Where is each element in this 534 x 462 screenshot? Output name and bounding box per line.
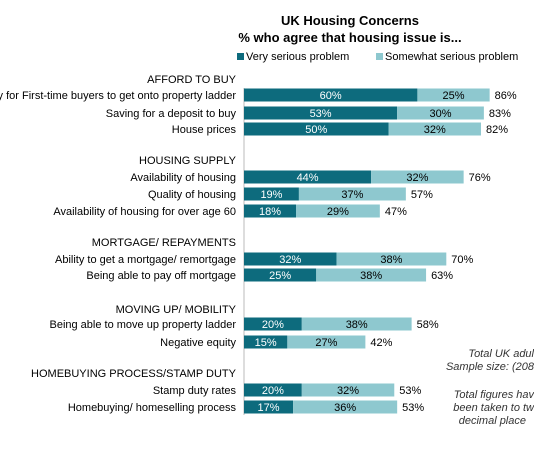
sample-note-line-2: Sample size: (208 bbox=[445, 361, 534, 373]
row-label-g3-r1: Negative equity bbox=[160, 337, 236, 349]
rounding-note-line-1: Total figures hav bbox=[453, 389, 534, 401]
row-label-g3-r0: Being able to move up property ladder bbox=[49, 319, 236, 331]
bar-very-serious-g3-r0 bbox=[244, 317, 302, 331]
bar-somewhat-serious-g3-r1 bbox=[287, 335, 366, 349]
bar-very-serious-g4-r0 bbox=[244, 383, 302, 397]
bar-label-very-serious-g4-r0: 20% bbox=[262, 385, 284, 397]
bar-somewhat-serious-g1-r1 bbox=[298, 187, 406, 201]
bar-label-somewhat-serious-g0-r1: 30% bbox=[430, 108, 452, 120]
bar-label-somewhat-serious-g2-r0: 38% bbox=[380, 254, 402, 266]
total-label-g4-r1: 53% bbox=[402, 402, 424, 414]
row-label-g0-r0: Ability for First-time buyers to get ont… bbox=[0, 90, 236, 102]
bar-very-serious-g0-r0 bbox=[244, 88, 418, 102]
sample-note-line-1: Total UK adul bbox=[468, 348, 534, 360]
row-label-g1-r1: Quality of housing bbox=[148, 189, 236, 201]
bar-somewhat-serious-g0-r1 bbox=[397, 106, 484, 120]
bar-very-serious-g0-r2 bbox=[244, 122, 389, 136]
total-label-g3-r0: 58% bbox=[417, 319, 439, 331]
bar-label-very-serious-g1-r2: 18% bbox=[259, 206, 281, 218]
legend-label-somewhat-serious: Somewhat serious problem bbox=[385, 51, 518, 63]
bar-somewhat-serious-g3-r0 bbox=[301, 317, 412, 331]
bar-somewhat-serious-g4-r0 bbox=[301, 383, 395, 397]
legend-swatch-somewhat-serious bbox=[376, 53, 383, 60]
legend-swatch-very-serious bbox=[237, 53, 244, 60]
bar-label-somewhat-serious-g4-r1: 36% bbox=[334, 402, 356, 414]
bar-very-serious-g4-r1 bbox=[244, 400, 294, 414]
row-label-g0-r1: Saving for a deposit to buy bbox=[106, 108, 237, 120]
bar-somewhat-serious-g2-r1 bbox=[316, 268, 427, 282]
group-header-moving-up-mobility: MOVING UP/ MOBILITY bbox=[116, 304, 237, 316]
rounding-note-line-2: been taken to tw bbox=[453, 402, 534, 414]
bar-label-very-serious-g4-r1: 17% bbox=[258, 402, 280, 414]
bar-very-serious-g1-r1 bbox=[244, 187, 299, 201]
total-label-g0-r1: 83% bbox=[489, 108, 511, 120]
legend-label-very-serious: Very serious problem bbox=[246, 51, 349, 63]
group-header-housing-supply: HOUSING SUPPLY bbox=[139, 155, 237, 167]
bar-label-somewhat-serious-g2-r1: 38% bbox=[360, 270, 382, 282]
bar-somewhat-serious-g2-r0 bbox=[336, 252, 447, 266]
total-label-g1-r2: 47% bbox=[385, 206, 407, 218]
bar-label-very-serious-g2-r1: 25% bbox=[269, 270, 291, 282]
bar-very-serious-g3-r1 bbox=[244, 335, 288, 349]
bar-label-very-serious-g1-r1: 19% bbox=[260, 189, 282, 201]
bar-label-very-serious-g2-r0: 32% bbox=[279, 254, 301, 266]
bar-label-somewhat-serious-g3-r0: 38% bbox=[346, 319, 368, 331]
bar-somewhat-serious-g0-r2 bbox=[388, 122, 481, 136]
chart-subtitle: % who agree that housing issue is... bbox=[238, 30, 461, 45]
total-label-g2-r0: 70% bbox=[451, 254, 473, 266]
bar-label-somewhat-serious-g1-r2: 29% bbox=[327, 206, 349, 218]
bar-label-very-serious-g0-r0: 60% bbox=[320, 90, 342, 102]
total-label-g0-r0: 86% bbox=[495, 90, 517, 102]
total-label-g3-r1: 42% bbox=[370, 337, 392, 349]
bar-label-somewhat-serious-g3-r1: 27% bbox=[315, 337, 337, 349]
bar-label-somewhat-serious-g0-r0: 25% bbox=[443, 90, 465, 102]
bar-somewhat-serious-g0-r0 bbox=[417, 88, 490, 102]
group-header-mortgage-repayments: MORTGAGE/ REPAYMENTS bbox=[92, 237, 236, 249]
bar-somewhat-serious-g1-r0 bbox=[371, 170, 464, 184]
total-label-g1-r1: 57% bbox=[411, 189, 433, 201]
rounding-note-line-3: decimal place bbox=[458, 415, 526, 427]
bar-label-very-serious-g0-r2: 50% bbox=[305, 124, 327, 136]
chart-title: UK Housing Concerns bbox=[281, 13, 419, 28]
bar-very-serious-g1-r0 bbox=[244, 170, 372, 184]
bar-somewhat-serious-g4-r1 bbox=[293, 400, 398, 414]
row-label-g2-r1: Being able to pay off mortgage bbox=[86, 270, 236, 282]
bar-label-somewhat-serious-g1-r1: 37% bbox=[341, 189, 363, 201]
total-label-g1-r0: 76% bbox=[469, 172, 491, 184]
bar-label-very-serious-g0-r1: 53% bbox=[310, 108, 332, 120]
bar-very-serious-g2-r0 bbox=[244, 252, 337, 266]
bar-label-somewhat-serious-g1-r0: 32% bbox=[406, 172, 428, 184]
bar-very-serious-g1-r2 bbox=[244, 204, 297, 218]
row-label-g1-r0: Availability of housing bbox=[130, 172, 236, 184]
bar-label-very-serious-g1-r0: 44% bbox=[297, 172, 319, 184]
row-label-g4-r0: Stamp duty rates bbox=[153, 385, 237, 397]
bar-very-serious-g2-r1 bbox=[244, 268, 317, 282]
row-label-g0-r2: House prices bbox=[172, 124, 237, 136]
row-label-g4-r1: Homebuying/ homeselling process bbox=[68, 402, 237, 414]
total-label-g4-r0: 53% bbox=[399, 385, 421, 397]
row-label-g2-r0: Ability to get a mortgage/ remortgage bbox=[55, 254, 236, 266]
row-label-g1-r2: Availability of housing for over age 60 bbox=[53, 206, 236, 218]
total-label-g0-r2: 82% bbox=[486, 124, 508, 136]
bar-somewhat-serious-g1-r2 bbox=[296, 204, 380, 218]
group-header-homebuying-process-stamp-duty: HOMEBUYING PROCESS/STAMP DUTY bbox=[31, 368, 237, 380]
group-header-afford-to-buy: AFFORD TO BUY bbox=[147, 74, 236, 86]
bar-label-very-serious-g3-r1: 15% bbox=[255, 337, 277, 349]
bar-label-somewhat-serious-g0-r2: 32% bbox=[424, 124, 446, 136]
bar-very-serious-g0-r1 bbox=[244, 106, 398, 120]
bar-label-somewhat-serious-g4-r0: 32% bbox=[337, 385, 359, 397]
bar-label-very-serious-g3-r0: 20% bbox=[262, 319, 284, 331]
total-label-g2-r1: 63% bbox=[431, 270, 453, 282]
